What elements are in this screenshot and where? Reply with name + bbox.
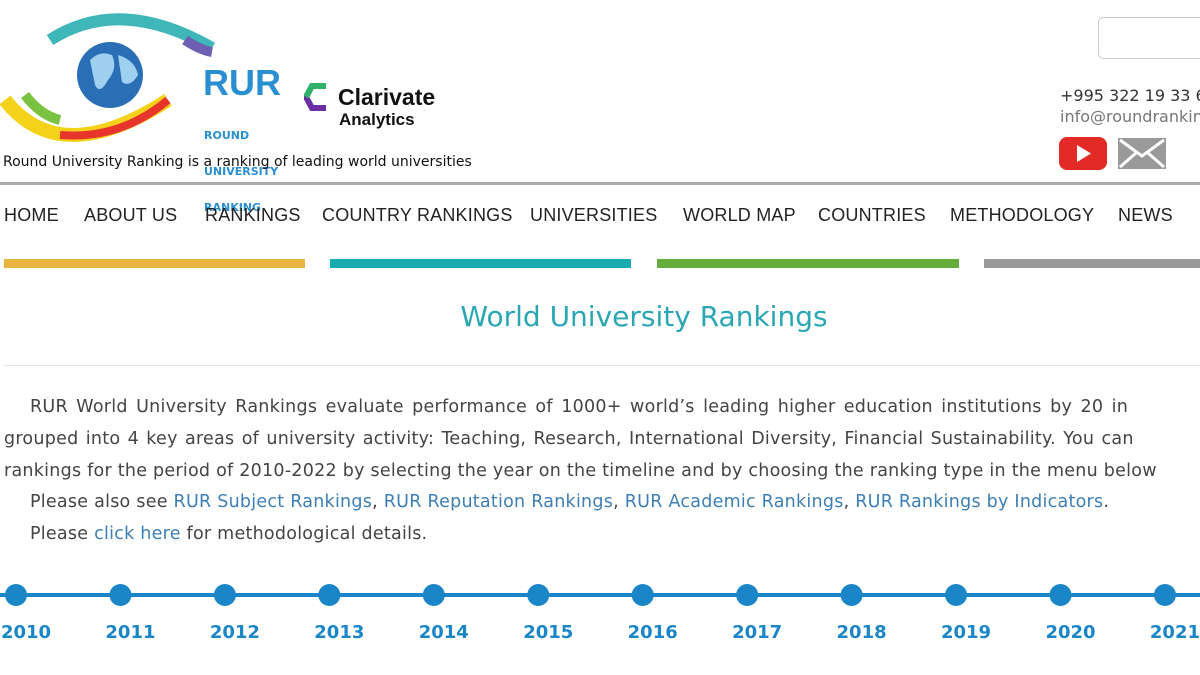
color-bar	[330, 259, 631, 268]
logo-line: RANKING	[204, 201, 262, 214]
timeline-dot[interactable]	[840, 584, 863, 606]
logo-name: ROUND UNIVERSITY RANKING	[204, 106, 278, 226]
title-rule	[4, 365, 1200, 366]
tagline: Round University Ranking is a ranking of…	[3, 154, 472, 170]
timeline: 2010 2011 2012 2013 2014 2015 2016 2017 2018 2019…	[0, 584, 1200, 643]
nav-item[interactable]: WORLD MAP	[683, 205, 796, 225]
nav-item[interactable]: RANKINGS	[205, 205, 301, 225]
mail-icon[interactable]	[1118, 138, 1166, 169]
see-also: Please also see RUR Subject Rankings, RU…	[30, 492, 1109, 512]
search-box[interactable]	[1098, 17, 1200, 59]
timeline-dot[interactable]	[945, 584, 968, 606]
intro-line: grouped into 4 key areas of university a…	[4, 429, 1134, 449]
separator: ,	[843, 492, 856, 512]
intro-line: RUR World University Rankings evaluate p…	[30, 397, 1129, 417]
header-rule	[0, 182, 1200, 185]
color-bar	[657, 259, 959, 268]
separator: ,	[613, 492, 625, 512]
timeline-year[interactable]: 2017	[732, 622, 782, 643]
nav: HOME ABOUT US RANKINGS COUNTRY RANKINGS UNIV…	[0, 205, 1200, 235]
partner-name: Clarivate	[338, 84, 436, 110]
timeline-dot[interactable]	[213, 584, 236, 606]
partner-icon	[304, 83, 326, 111]
details-suffix: for methodological details.	[180, 524, 428, 544]
intro-line: rankings for the period of 2010-2022 by …	[4, 461, 1157, 481]
timeline-dot[interactable]	[1153, 584, 1176, 606]
see-also-link[interactable]: RUR Reputation Rankings	[383, 492, 614, 512]
details: Please click here for methodological det…	[30, 524, 427, 544]
phone: +995 322 19 33 69	[1060, 86, 1200, 105]
see-also-prefix: Please also see	[30, 492, 174, 512]
email[interactable]: info@roundrankin	[1060, 107, 1200, 126]
timeline-dot[interactable]	[318, 584, 341, 606]
nav-item[interactable]: HOME	[4, 205, 59, 225]
nav-item[interactable]: NEWS	[1118, 205, 1173, 225]
logo-line: UNIVERSITY	[204, 165, 279, 178]
separator: ,	[372, 492, 384, 512]
timeline-year[interactable]: 2018	[837, 622, 887, 643]
timeline-dot[interactable]	[736, 584, 759, 606]
logo-art	[0, 13, 215, 142]
see-also-link[interactable]: RUR Rankings by Indicators	[855, 492, 1104, 512]
nav-item[interactable]: COUNTRY RANKINGS	[322, 205, 513, 225]
timeline-year[interactable]: 2010	[1, 622, 51, 643]
see-also-suffix: .	[1103, 492, 1110, 512]
timeline-dot[interactable]	[631, 584, 654, 606]
see-also-link[interactable]: RUR Subject Rankings	[173, 492, 373, 512]
social-icons	[1059, 137, 1166, 170]
color-bar	[984, 259, 1200, 268]
timeline-dot[interactable]	[109, 584, 132, 606]
nav-item[interactable]: ABOUT US	[84, 205, 178, 225]
timeline-year[interactable]: 2014	[419, 622, 469, 643]
timeline-year[interactable]: 2020	[1045, 622, 1095, 643]
logo-line: ROUND	[204, 129, 250, 142]
timeline-year[interactable]: 2021	[1150, 622, 1200, 643]
timeline-year[interactable]: 2012	[210, 622, 260, 643]
timeline-year[interactable]: 2011	[105, 622, 155, 643]
nav-item[interactable]: METHODOLOGY	[950, 205, 1095, 225]
details-prefix: Please	[30, 524, 95, 544]
youtube-icon[interactable]	[1059, 137, 1107, 170]
nav-item[interactable]: COUNTRIES	[818, 205, 926, 225]
timeline-year[interactable]: 2013	[314, 622, 364, 643]
see-also-link[interactable]: RUR Academic Rankings	[624, 492, 844, 512]
timeline-dot[interactable]	[5, 584, 27, 606]
details-link[interactable]: click here	[94, 524, 181, 544]
timeline-dot[interactable]	[527, 584, 550, 606]
timeline-dot[interactable]	[1049, 584, 1072, 606]
partner-sub: Analytics	[339, 110, 415, 129]
logo-acronym: RUR	[203, 62, 281, 103]
nav-item[interactable]: UNIVERSITIES	[530, 205, 658, 225]
timeline-year[interactable]: 2016	[628, 622, 678, 643]
color-bar	[4, 259, 305, 268]
timeline-year[interactable]: 2015	[523, 622, 573, 643]
page-title: World University Rankings	[460, 300, 828, 333]
timeline-dot[interactable]	[422, 584, 445, 606]
timeline-year[interactable]: 2019	[941, 622, 991, 643]
